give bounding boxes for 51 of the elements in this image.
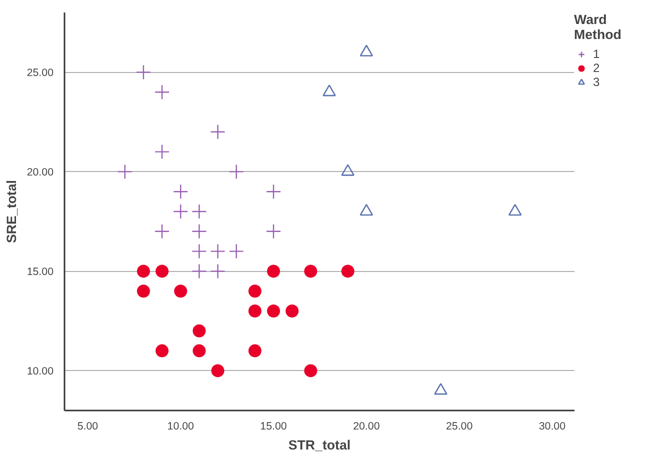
point — [156, 264, 169, 278]
point — [156, 344, 169, 358]
point — [248, 284, 262, 298]
point — [286, 304, 299, 318]
y-tick-label: 10.00 — [26, 366, 54, 378]
point — [266, 184, 282, 200]
y-tick-label: 15.00 — [26, 266, 54, 278]
point — [192, 204, 207, 220]
point — [136, 64, 152, 80]
point — [173, 204, 188, 220]
y-axis-title: SRE_total — [4, 180, 19, 243]
x-tick-label: 20.00 — [353, 420, 380, 432]
y-tick-label: 20.00 — [26, 166, 54, 179]
point — [173, 184, 188, 200]
x-tick-label: 10.00 — [167, 420, 194, 432]
point — [192, 264, 207, 279]
point — [154, 224, 170, 239]
point — [210, 244, 226, 259]
point — [117, 164, 132, 180]
x-axis-title: STR_total — [288, 438, 351, 452]
x-tick-label: 15.00 — [260, 420, 287, 432]
point — [136, 264, 150, 278]
point — [304, 264, 318, 278]
point — [228, 244, 244, 259]
point — [192, 324, 206, 338]
point — [154, 84, 170, 100]
point — [267, 304, 280, 318]
point — [211, 364, 224, 378]
point — [248, 304, 262, 318]
point — [228, 164, 244, 180]
point — [341, 264, 354, 278]
point — [210, 124, 226, 140]
point — [174, 284, 188, 298]
point — [192, 224, 207, 239]
legend-label: 1 — [593, 47, 601, 61]
legend-label: 2 — [593, 61, 601, 75]
point — [267, 264, 280, 278]
point — [136, 284, 150, 298]
point — [210, 264, 226, 279]
point — [154, 144, 170, 160]
legend-label: 3 — [593, 75, 601, 89]
x-tick-label: 30.00 — [538, 420, 566, 432]
point — [266, 224, 282, 239]
point — [304, 364, 318, 378]
y-tick-label: 25.00 — [26, 67, 54, 80]
legend-title: Ward Method — [574, 12, 622, 42]
point — [192, 244, 207, 259]
point — [192, 344, 206, 358]
point — [248, 344, 262, 358]
x-tick-label: 5.00 — [77, 420, 98, 432]
x-tick-label: 25.00 — [446, 420, 473, 432]
